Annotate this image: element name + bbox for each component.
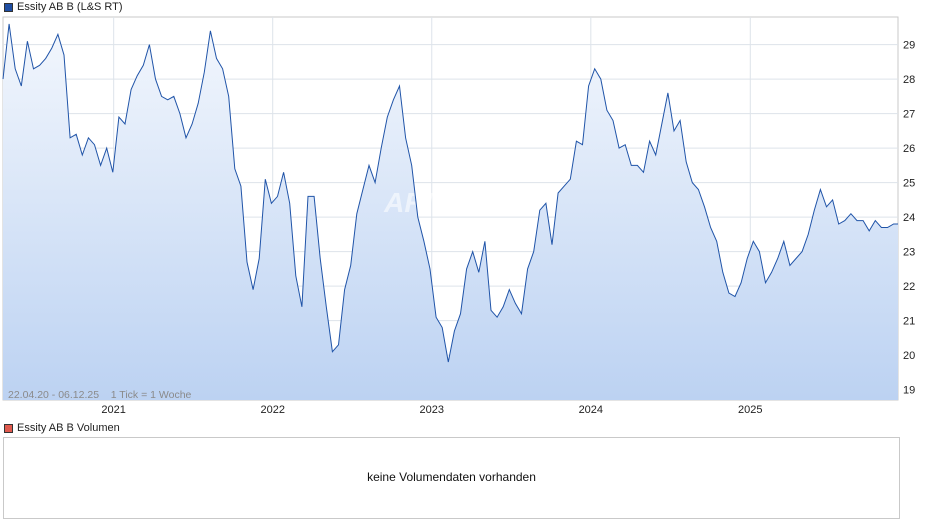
y-tick-label: 20 (903, 350, 915, 362)
y-tick-label: 19 (903, 385, 915, 397)
x-axis-labels: 2021 2022 2023 2024 2025 (101, 404, 762, 416)
y-tick-label: 25 (903, 178, 915, 190)
price-legend-label: Essity AB B (L&S RT) (17, 1, 123, 13)
y-tick-label: 26 (903, 143, 915, 155)
y-tick-label: 24 (903, 212, 915, 224)
x-tick-label: 2025 (738, 404, 762, 416)
price-legend-swatch (4, 2, 13, 12)
y-tick-label: 29 (903, 40, 915, 52)
y-tick-label: 21 (903, 316, 915, 328)
watermark: ARIVA.DE (383, 187, 517, 218)
y-tick-label: 22 (903, 281, 915, 293)
y-axis-labels: 19 20 21 22 23 24 25 26 27 28 29 (903, 40, 915, 397)
volume-empty-message: keine Volumendaten vorhanden (367, 470, 536, 484)
x-tick-label: 2022 (260, 404, 284, 416)
chart-info-label: 22.04.20 - 06.12.25 1 Tick = 1 Woche (8, 389, 192, 401)
volume-legend: Essity AB B Volumen (4, 422, 120, 434)
y-tick-label: 28 (903, 74, 915, 86)
price-line (2, 23, 898, 363)
volume-panel: keine Volumendaten vorhanden (3, 437, 900, 519)
volume-legend-label: Essity AB B Volumen (17, 422, 120, 434)
x-tick-label: 2021 (101, 404, 125, 416)
x-tick-label: 2024 (579, 404, 603, 416)
x-tick-label: 2023 (420, 404, 444, 416)
price-area (3, 23, 898, 401)
volume-legend-swatch (4, 423, 13, 433)
y-tick-label: 23 (903, 247, 915, 259)
y-tick-label: 27 (903, 109, 915, 121)
price-legend: Essity AB B (L&S RT) (4, 1, 123, 13)
